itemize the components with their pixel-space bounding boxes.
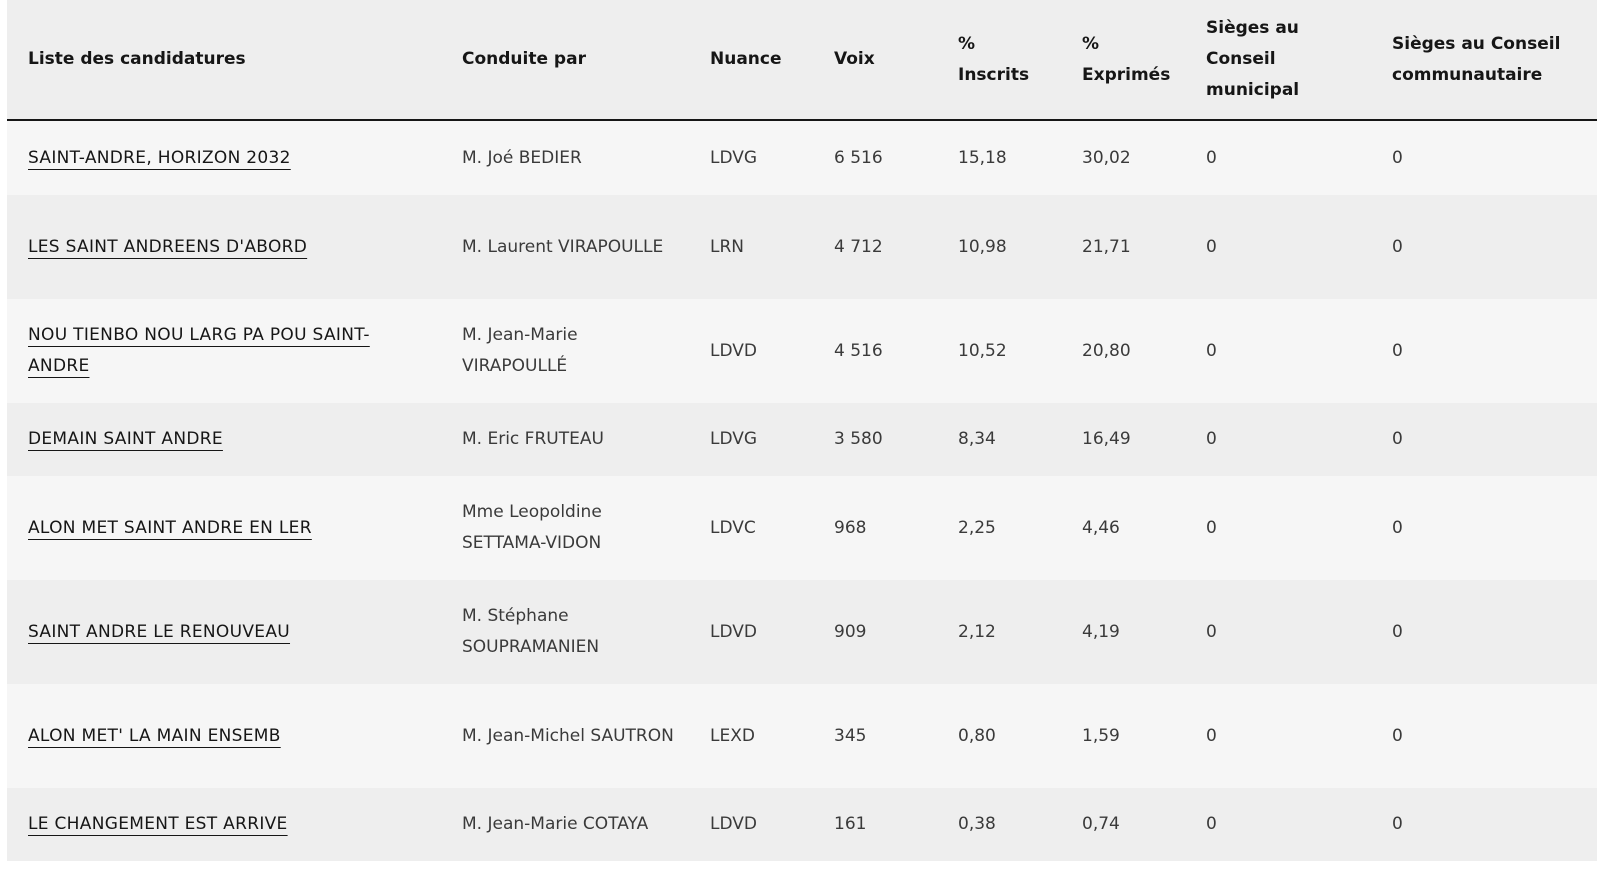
nuance-cell: LRN [710, 236, 744, 257]
table-row: LE CHANGEMENT EST ARRIVE M. Jean-Marie C… [7, 788, 1597, 861]
votes-cell: 3 580 [834, 429, 883, 449]
list-name-link[interactable]: DEMAIN SAINT ANDRE [28, 429, 223, 449]
votes-cell: 968 [834, 517, 867, 538]
nuance-cell: LDVD [710, 621, 757, 642]
votes-cell: 4 712 [834, 236, 883, 257]
pct-cast-cell: 4,46 [1082, 517, 1120, 538]
table-row: SAINT-ANDRE, HORIZON 2032 M. Joé BEDIER … [7, 120, 1597, 195]
seats-community-cell: 0 [1392, 340, 1403, 361]
table-body: SAINT-ANDRE, HORIZON 2032 M. Joé BEDIER … [7, 120, 1597, 861]
seats-community-cell: 0 [1392, 147, 1403, 168]
pct-cast-cell: 20,80 [1082, 340, 1131, 361]
table-row: NOU TIENBO NOU LARG PA POU SAINT-ANDRE M… [7, 299, 1597, 403]
leader-cell: M. Joé BEDIER [462, 147, 582, 168]
header-pct-registered: % Inscrits [958, 33, 1030, 85]
votes-cell: 345 [834, 725, 867, 746]
pct-registered-cell: 0,80 [958, 725, 996, 746]
pct-registered-cell: 2,12 [958, 621, 996, 642]
leader-cell: M. Jean-Marie VIRAPOULLÉ [462, 325, 578, 376]
pct-registered-cell: 10,52 [958, 340, 1007, 361]
leader-cell: Mme Leopoldine SETTAMA-VIDON [462, 502, 602, 553]
seats-municipal-cell: 0 [1206, 517, 1217, 538]
list-name-cell: ALON MET' LA MAIN ENSEMB [7, 684, 441, 788]
leader-cell: M. Eric FRUTEAU [462, 429, 604, 449]
list-name-cell: ALON MET SAINT ANDRE EN LER [7, 476, 441, 580]
pct-cast-cell: 16,49 [1082, 429, 1131, 449]
results-table-container: Liste des candidatures Conduite par Nuan… [7, 0, 1597, 861]
seats-municipal-cell: 0 [1206, 236, 1217, 257]
seats-community-cell: 0 [1392, 517, 1403, 538]
seats-community-cell: 0 [1392, 814, 1403, 834]
header-nuance: Nuance [710, 49, 782, 69]
table-row: ALON MET' LA MAIN ENSEMB M. Jean-Michel … [7, 684, 1597, 788]
seats-community-cell: 0 [1392, 621, 1403, 642]
list-name-cell: LE CHANGEMENT EST ARRIVE [7, 788, 441, 861]
list-name-link[interactable]: NOU TIENBO NOU LARG PA POU SAINT-ANDRE [28, 325, 370, 376]
list-name-cell: SAINT ANDRE LE RENOUVEAU [7, 580, 441, 684]
seats-municipal-cell: 0 [1206, 147, 1217, 168]
seats-municipal-cell: 0 [1206, 429, 1217, 449]
pct-cast-cell: 30,02 [1082, 147, 1131, 168]
list-name-link[interactable]: LES SAINT ANDREENS D'ABORD [28, 236, 308, 257]
header-seats-municipal: Sièges au Conseil municipal [1206, 18, 1300, 100]
nuance-cell: LDVD [710, 340, 757, 361]
pct-cast-cell: 21,71 [1082, 236, 1131, 257]
leader-cell: M. Laurent VIRAPOULLE [462, 236, 664, 257]
header-votes: Voix [834, 49, 875, 69]
list-name-link[interactable]: ALON MET SAINT ANDRE EN LER [28, 517, 312, 538]
table-row: ALON MET SAINT ANDRE EN LER Mme Leopoldi… [7, 476, 1597, 580]
header-seats-community: Sièges au Conseil communautaire [1392, 33, 1561, 85]
header-row: Liste des candidatures Conduite par Nuan… [7, 0, 1597, 120]
pct-cast-cell: 1,59 [1082, 725, 1120, 746]
list-name-cell: LES SAINT ANDREENS D'ABORD [7, 195, 441, 299]
votes-cell: 909 [834, 621, 867, 642]
votes-cell: 161 [834, 814, 867, 834]
nuance-cell: LDVD [710, 814, 757, 834]
list-name-link[interactable]: LE CHANGEMENT EST ARRIVE [28, 814, 288, 834]
table-row: LES SAINT ANDREENS D'ABORD M. Laurent VI… [7, 195, 1597, 299]
header-pct-cast: % Exprimés [1082, 33, 1171, 85]
pct-registered-cell: 15,18 [958, 147, 1007, 168]
nuance-cell: LDVG [710, 147, 758, 168]
list-name-cell: SAINT-ANDRE, HORIZON 2032 [7, 120, 441, 195]
list-name-link[interactable]: SAINT ANDRE LE RENOUVEAU [28, 621, 291, 642]
list-name-link[interactable]: ALON MET' LA MAIN ENSEMB [28, 725, 281, 746]
nuance-cell: LDVG [710, 429, 758, 449]
pct-registered-cell: 0,38 [958, 814, 996, 834]
votes-cell: 6 516 [834, 147, 883, 168]
seats-municipal-cell: 0 [1206, 621, 1217, 642]
table-header: Liste des candidatures Conduite par Nuan… [7, 0, 1597, 120]
seats-community-cell: 0 [1392, 429, 1403, 449]
pct-cast-cell: 0,74 [1082, 814, 1120, 834]
nuance-cell: LEXD [710, 725, 755, 746]
pct-registered-cell: 10,98 [958, 236, 1007, 257]
results-table: Liste des candidatures Conduite par Nuan… [7, 0, 1597, 861]
list-name-cell: DEMAIN SAINT ANDRE [7, 403, 441, 476]
header-list: Liste des candidatures [28, 49, 246, 69]
seats-community-cell: 0 [1392, 725, 1403, 746]
leader-cell: M. Jean-Michel SAUTRON [462, 725, 674, 746]
nuance-cell: LDVC [710, 517, 756, 538]
pct-registered-cell: 2,25 [958, 517, 996, 538]
header-leader: Conduite par [462, 49, 586, 69]
table-row: DEMAIN SAINT ANDRE M. Eric FRUTEAU LDVG … [7, 403, 1597, 476]
table-row: SAINT ANDRE LE RENOUVEAU M. Stéphane SOU… [7, 580, 1597, 684]
list-name-cell: NOU TIENBO NOU LARG PA POU SAINT-ANDRE [7, 299, 441, 403]
list-name-link[interactable]: SAINT-ANDRE, HORIZON 2032 [28, 147, 291, 168]
pct-cast-cell: 4,19 [1082, 621, 1120, 642]
seats-community-cell: 0 [1392, 236, 1403, 257]
seats-municipal-cell: 0 [1206, 814, 1217, 834]
pct-registered-cell: 8,34 [958, 429, 996, 449]
seats-municipal-cell: 0 [1206, 340, 1217, 361]
leader-cell: M. Stéphane SOUPRAMANIEN [462, 606, 600, 657]
seats-municipal-cell: 0 [1206, 725, 1217, 746]
leader-cell: M. Jean-Marie COTAYA [462, 814, 649, 834]
votes-cell: 4 516 [834, 340, 883, 361]
